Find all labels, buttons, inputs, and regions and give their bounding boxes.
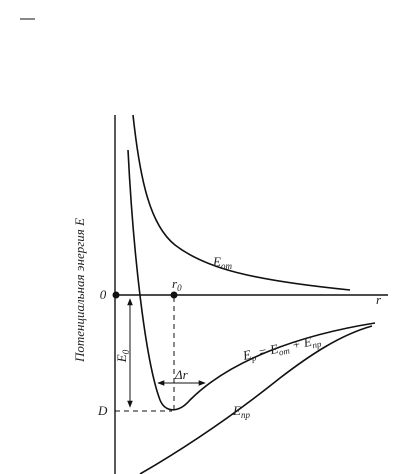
depth-label: D [97, 403, 108, 418]
result-label: Ep = Eот + Eпр [241, 332, 323, 365]
r-axis-label: r [376, 292, 382, 307]
repulsion-curve [132, 114, 351, 291]
energy-axis-label: Потенциальная энергия E [72, 218, 87, 363]
e0-label: E0 [114, 349, 131, 363]
r0-label: r0 [172, 276, 182, 293]
r0-dot [170, 291, 178, 299]
attraction-label: Eпр [232, 403, 250, 420]
delta-r-label: Δr [174, 367, 189, 382]
origin-dot [112, 291, 120, 299]
result-curve [127, 149, 376, 411]
repulsion-label: Eот [212, 254, 232, 271]
attraction-curve [139, 325, 373, 474]
origin-label: 0 [100, 287, 107, 302]
